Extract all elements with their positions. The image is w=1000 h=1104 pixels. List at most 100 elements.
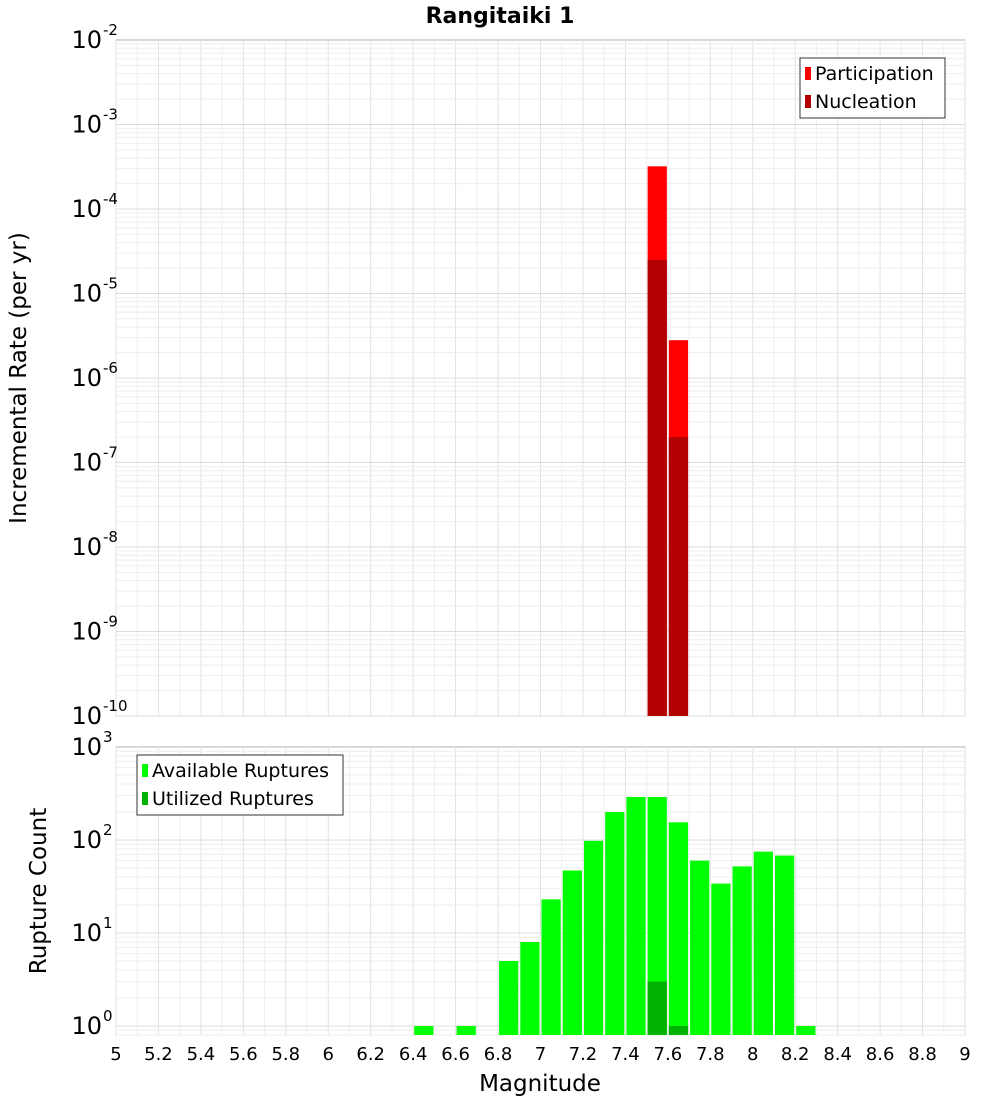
y-tick-label: 10 -4 <box>71 190 118 223</box>
x-tick-label: 6.2 <box>356 1044 385 1065</box>
legend-swatch <box>142 792 148 805</box>
svg-text:10: 10 <box>71 26 102 54</box>
x-tick-label: 6.6 <box>441 1044 470 1065</box>
x-tick-label: 7 <box>535 1044 546 1065</box>
x-tick-label: 8.6 <box>866 1044 895 1065</box>
svg-text:0: 0 <box>103 1007 113 1025</box>
x-tick-label: 6.8 <box>484 1044 513 1065</box>
x-tick-label: 5.8 <box>271 1044 300 1065</box>
bar-available-ruptures <box>520 942 540 1035</box>
bar-available-ruptures <box>583 840 604 1035</box>
svg-text:10: 10 <box>71 195 102 223</box>
svg-text:-5: -5 <box>103 275 118 293</box>
x-tick-label: 8 <box>747 1044 758 1065</box>
y-tick-label: 10 -6 <box>71 359 118 392</box>
y-tick-label: 10 3 <box>71 728 112 761</box>
x-tick-label: 8.8 <box>908 1044 937 1065</box>
svg-text:10: 10 <box>71 364 102 392</box>
x-tick-label: 8.4 <box>823 1044 852 1065</box>
legend-label: Nucleation <box>815 91 917 113</box>
y-tick-label: 10 0 <box>71 1007 112 1040</box>
svg-text:-8: -8 <box>103 528 118 546</box>
x-tick-label: 9 <box>959 1044 970 1065</box>
bar-available-ruptures <box>562 870 582 1035</box>
y-tick-label: 10 -9 <box>71 613 118 646</box>
svg-text:10: 10 <box>71 702 102 730</box>
svg-text:10: 10 <box>71 280 102 308</box>
x-tick-label: 5.2 <box>144 1044 173 1065</box>
top-y-axis-label: Incremental Rate (per yr) <box>6 232 32 524</box>
x-tick-label: 7.2 <box>569 1044 598 1065</box>
x-tick-label: 5.4 <box>187 1044 216 1065</box>
x-axis-label: Magnitude <box>479 1071 601 1097</box>
bar-available-ruptures <box>456 1025 476 1035</box>
svg-text:10: 10 <box>71 449 102 477</box>
x-tick-label: 5.6 <box>229 1044 258 1065</box>
legend-label: Participation <box>815 63 934 85</box>
svg-text:-6: -6 <box>103 359 118 377</box>
bar-available-ruptures <box>774 855 795 1035</box>
svg-text:-7: -7 <box>103 444 118 462</box>
x-tick-label: 6 <box>323 1044 334 1065</box>
svg-text:2: 2 <box>103 821 113 839</box>
chart-title: Rangitaiki 1 <box>426 4 575 29</box>
bar-available-ruptures <box>626 796 646 1035</box>
svg-text:10: 10 <box>71 533 102 561</box>
x-tick-label: 8.2 <box>781 1044 810 1065</box>
top-bars <box>647 166 689 716</box>
svg-text:10: 10 <box>71 919 102 947</box>
svg-text:10: 10 <box>71 111 102 139</box>
bar-available-ruptures <box>541 899 561 1035</box>
x-tick-label: 5 <box>110 1044 121 1065</box>
bar-available-ruptures <box>605 812 625 1035</box>
legend-swatch <box>805 67 811 80</box>
x-tick-label: 7.6 <box>654 1044 683 1065</box>
legend-label: Available Ruptures <box>152 760 329 782</box>
bar-utilized-ruptures <box>647 981 667 1035</box>
top-grid <box>115 40 966 717</box>
svg-text:10: 10 <box>71 618 102 646</box>
bar-available-ruptures <box>690 860 710 1035</box>
legend-swatch <box>805 95 811 108</box>
y-tick-label: 10 -10 <box>71 697 127 730</box>
bar-available-ruptures <box>647 796 667 1035</box>
y-tick-label: 10 1 <box>71 914 112 947</box>
svg-text:-10: -10 <box>103 697 128 715</box>
x-tick-label: 7.8 <box>696 1044 725 1065</box>
bar-available-ruptures <box>796 1025 816 1035</box>
svg-text:-3: -3 <box>103 106 118 124</box>
bottom-y-axis-label: Rupture Count <box>26 808 52 974</box>
y-tick-label: 10 -8 <box>71 528 118 561</box>
top-legend: Participation Nucleation <box>799 57 946 119</box>
y-tick-label: 10 -3 <box>71 106 118 139</box>
bottom-bars <box>414 796 816 1035</box>
legend-box <box>799 57 946 119</box>
legend-swatch <box>142 764 148 777</box>
svg-text:-4: -4 <box>103 190 118 208</box>
bottom-legend: Available Ruptures Utilized Ruptures <box>136 754 344 816</box>
bar-available-ruptures <box>414 1025 434 1035</box>
svg-text:-2: -2 <box>103 21 118 39</box>
y-tick-label: 10 2 <box>71 821 112 854</box>
svg-text:10: 10 <box>71 1012 102 1040</box>
bar-nucleation <box>647 259 667 716</box>
svg-text:-9: -9 <box>103 613 118 631</box>
bar-available-ruptures <box>499 960 519 1035</box>
bar-available-ruptures <box>711 883 731 1035</box>
x-tick-label: 7.4 <box>611 1044 640 1065</box>
svg-text:3: 3 <box>103 728 113 746</box>
bar-available-ruptures <box>732 866 752 1035</box>
x-tick-label: 6.4 <box>399 1044 428 1065</box>
legend-label: Utilized Ruptures <box>152 788 314 810</box>
y-tick-label: 10 -2 <box>71 21 118 54</box>
top-y-tick-labels: 10-210-310-410-510-610-710-810-910-10 <box>71 21 127 730</box>
top-panel: 10-210-310-410-510-610-710-810-910-10 In… <box>6 21 966 730</box>
bar-utilized-ruptures <box>668 1025 689 1035</box>
svg-text:10: 10 <box>71 826 102 854</box>
y-tick-label: 10 -5 <box>71 275 118 308</box>
y-tick-label: 10 -7 <box>71 444 118 477</box>
